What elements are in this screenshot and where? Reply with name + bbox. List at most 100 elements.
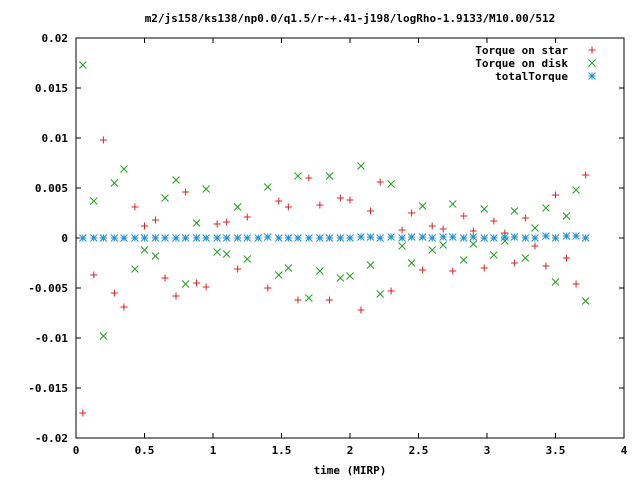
data-point: [90, 271, 98, 279]
data-point: [542, 204, 550, 212]
data-point: [294, 172, 302, 180]
data-point: [325, 234, 334, 242]
data-point: [459, 234, 468, 242]
data-point: [346, 234, 354, 242]
data-point: [192, 219, 201, 227]
data-point: [572, 186, 580, 194]
data-point: [234, 265, 242, 273]
data-point: [79, 409, 87, 417]
data-point: [489, 251, 498, 259]
data-point: [181, 280, 190, 288]
legend-marker: [588, 59, 596, 67]
x-tick-label: 4: [621, 444, 628, 457]
data-point: [222, 250, 231, 258]
data-point: [294, 234, 302, 242]
data-point: [387, 180, 395, 188]
legend-marker: [588, 46, 596, 54]
data-point: [336, 194, 344, 202]
y-tick-label: -0.015: [28, 382, 68, 395]
data-point: [552, 191, 559, 199]
data-point: [357, 233, 365, 241]
data-point: [141, 222, 148, 230]
data-point: [181, 234, 190, 242]
data-point: [120, 303, 128, 311]
data-point: [192, 234, 201, 242]
data-point: [407, 259, 416, 267]
data-point: [542, 262, 550, 270]
data-point: [398, 242, 406, 250]
data-point: [439, 233, 448, 241]
data-point: [419, 266, 427, 274]
data-point: [398, 226, 406, 234]
data-point: [490, 217, 498, 225]
data-point: [305, 174, 313, 182]
data-point: [213, 248, 221, 256]
data-point: [376, 178, 384, 186]
x-axis-label: time (MIRP): [314, 464, 387, 477]
y-tick-label: 0.005: [35, 182, 68, 195]
data-point: [428, 246, 437, 254]
data-point: [418, 202, 427, 210]
data-point: [213, 220, 221, 228]
data-point: [521, 234, 530, 242]
data-point: [243, 213, 251, 221]
data-point: [274, 234, 283, 242]
data-point: [233, 234, 242, 242]
data-point: [387, 233, 395, 241]
data-point: [551, 234, 560, 242]
data-point: [428, 222, 436, 230]
data-point: [325, 296, 333, 304]
data-point: [89, 234, 98, 242]
data-point: [120, 234, 128, 242]
data-point: [521, 254, 530, 262]
data-point: [439, 241, 448, 249]
data-point: [305, 234, 313, 242]
data-point: [274, 271, 283, 279]
data-point: [428, 234, 437, 242]
data-point: [408, 209, 416, 217]
data-point: [469, 227, 477, 235]
data-point: [346, 196, 354, 204]
data-point: [161, 194, 169, 202]
data-point: [460, 212, 468, 220]
data-point: [172, 234, 180, 242]
data-point: [264, 284, 272, 292]
x-tick-label: 2: [347, 444, 354, 457]
data-point: [151, 252, 160, 260]
data-point: [120, 165, 128, 173]
data-point: [222, 234, 231, 242]
data-point: [510, 233, 519, 241]
data-point: [387, 287, 395, 295]
y-tick-label: 0.02: [42, 32, 69, 45]
data-point: [581, 297, 590, 305]
data-point: [531, 224, 539, 232]
data-point: [172, 176, 180, 184]
data-point: [336, 274, 345, 282]
data-point: [500, 233, 509, 241]
data-point: [480, 264, 488, 272]
data-point: [357, 162, 365, 170]
data-point: [542, 232, 550, 240]
y-tick-label: -0.01: [35, 332, 68, 345]
data-point: [140, 234, 149, 242]
y-tick-label: 0: [61, 232, 68, 245]
data-point: [562, 254, 570, 262]
data-point: [366, 261, 375, 269]
data-point: [233, 203, 242, 211]
data-point: [439, 225, 447, 233]
data-point: [480, 205, 489, 213]
data-point: [99, 136, 107, 144]
data-point: [223, 218, 231, 226]
data-point: [294, 296, 302, 304]
data-point: [89, 197, 98, 205]
data-point: [480, 234, 489, 242]
series-2: [78, 61, 590, 340]
data-point: [316, 234, 324, 242]
data-point: [284, 234, 293, 242]
data-point: [581, 234, 590, 242]
data-point: [582, 171, 590, 179]
data-point: [131, 265, 139, 273]
x-tick-label: 0: [73, 444, 80, 457]
